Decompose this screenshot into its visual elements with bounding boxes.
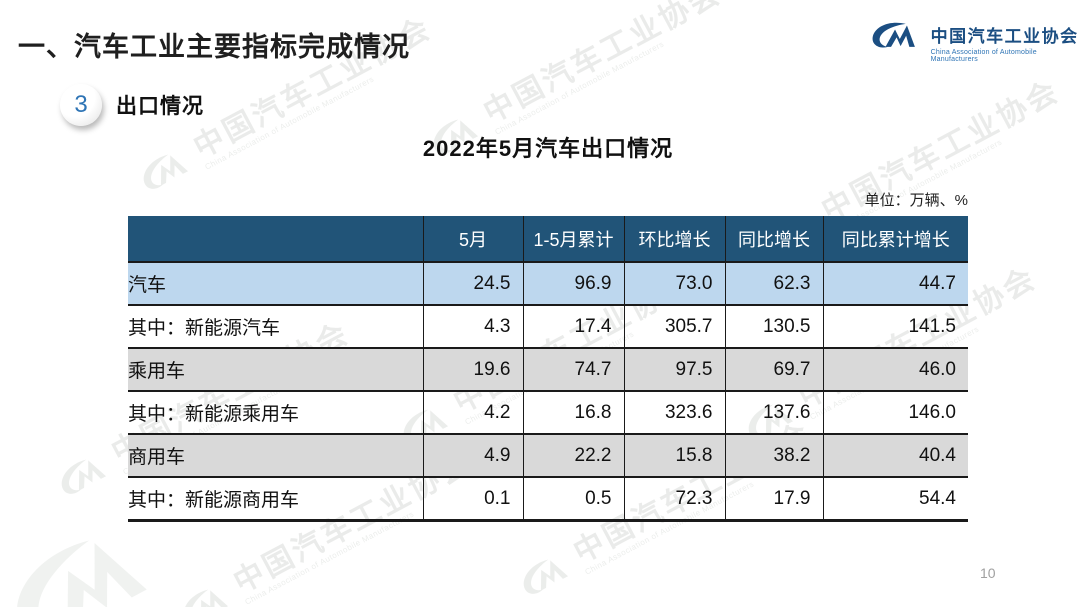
cell-value: 0.1 bbox=[422, 476, 523, 522]
col-header-label bbox=[128, 216, 423, 262]
table-row: 商用车 4.9 22.2 15.8 38.2 40.4 bbox=[128, 433, 968, 477]
row-label: 其中：新能源商用车 bbox=[128, 476, 423, 522]
caam-logo: 中国汽车工业协会 China Association of Automobile… bbox=[868, 16, 1080, 63]
table-header-row: 5月 1-5月累计 环比增长 同比增长 同比累计增长 bbox=[128, 216, 968, 262]
table-row: 其中：新能源商用车 0.1 0.5 72.3 17.9 54.4 bbox=[128, 476, 968, 522]
table-title: 2022年5月汽车出口情况 bbox=[422, 136, 674, 161]
cell-value: 62.3 bbox=[724, 261, 823, 305]
col-header-may: 5月 bbox=[422, 216, 523, 262]
section-header: 3 出口情况 bbox=[60, 84, 204, 126]
cell-value: 323.6 bbox=[623, 390, 725, 434]
cell-value: 16.8 bbox=[522, 390, 624, 434]
cell-value: 141.5 bbox=[822, 304, 968, 348]
page-title: 一、汽车工业主要指标完成情况 bbox=[18, 32, 410, 62]
row-label: 商用车 bbox=[128, 433, 423, 477]
cell-value: 4.2 bbox=[422, 390, 523, 434]
caam-logo-icon bbox=[872, 22, 915, 48]
cell-value: 15.8 bbox=[623, 433, 725, 477]
cell-value: 4.3 bbox=[422, 304, 523, 348]
row-label: 其中：新能源汽车 bbox=[128, 304, 423, 348]
cell-value: 54.4 bbox=[822, 476, 968, 522]
logo-subtitle: China Association of Automobile Manufact… bbox=[930, 49, 1037, 63]
table-row: 其中：新能源乘用车 4.2 16.8 323.6 137.6 146.0 bbox=[128, 390, 968, 434]
table-row: 乘用车 19.6 74.7 97.5 69.7 46.0 bbox=[128, 347, 968, 391]
unit-note: 单位：万辆、% bbox=[864, 192, 968, 209]
cell-value: 17.9 bbox=[724, 476, 823, 522]
cell-value: 69.7 bbox=[724, 347, 823, 391]
col-header-mom-growth: 环比增长 bbox=[623, 216, 725, 262]
cell-value: 137.6 bbox=[724, 390, 823, 434]
cell-value: 74.7 bbox=[522, 347, 624, 391]
row-label: 其中：新能源乘用车 bbox=[128, 390, 423, 434]
row-label: 汽车 bbox=[128, 261, 423, 305]
col-header-yoy-cumulative-growth: 同比累计增长 bbox=[822, 216, 968, 262]
cell-value: 4.9 bbox=[422, 433, 523, 477]
col-header-jan-may-total: 1-5月累计 bbox=[522, 216, 624, 262]
col-header-yoy-growth: 同比增长 bbox=[724, 216, 823, 262]
logo-name: 中国汽车工业协会 bbox=[930, 27, 1079, 46]
cell-value: 0.5 bbox=[522, 476, 624, 522]
cell-value: 97.5 bbox=[623, 347, 725, 391]
cell-value: 44.7 bbox=[822, 261, 968, 305]
cell-value: 22.2 bbox=[522, 433, 624, 477]
section-label: 出口情况 bbox=[116, 95, 204, 118]
cell-value: 72.3 bbox=[623, 476, 725, 522]
cell-value: 73.0 bbox=[623, 261, 725, 305]
table-row: 其中：新能源汽车 4.3 17.4 305.7 130.5 141.5 bbox=[128, 304, 968, 348]
export-data-table: 5月 1-5月累计 环比增长 同比增长 同比累计增长 汽车 24.5 96.9 … bbox=[128, 216, 968, 522]
cell-value: 17.4 bbox=[522, 304, 624, 348]
page-number: 10 bbox=[980, 565, 996, 581]
cell-value: 146.0 bbox=[822, 390, 968, 434]
cell-value: 19.6 bbox=[422, 347, 523, 391]
table-row: 汽车 24.5 96.9 73.0 62.3 44.7 bbox=[128, 261, 968, 305]
cell-value: 96.9 bbox=[522, 261, 624, 305]
cell-value: 130.5 bbox=[724, 304, 823, 348]
cell-value: 40.4 bbox=[822, 433, 968, 477]
cell-value: 38.2 bbox=[724, 433, 823, 477]
cell-value: 305.7 bbox=[623, 304, 725, 348]
row-label: 乘用车 bbox=[128, 347, 423, 391]
cell-value: 46.0 bbox=[822, 347, 968, 391]
cell-value: 24.5 bbox=[422, 261, 523, 305]
section-number-badge: 3 bbox=[60, 84, 102, 126]
